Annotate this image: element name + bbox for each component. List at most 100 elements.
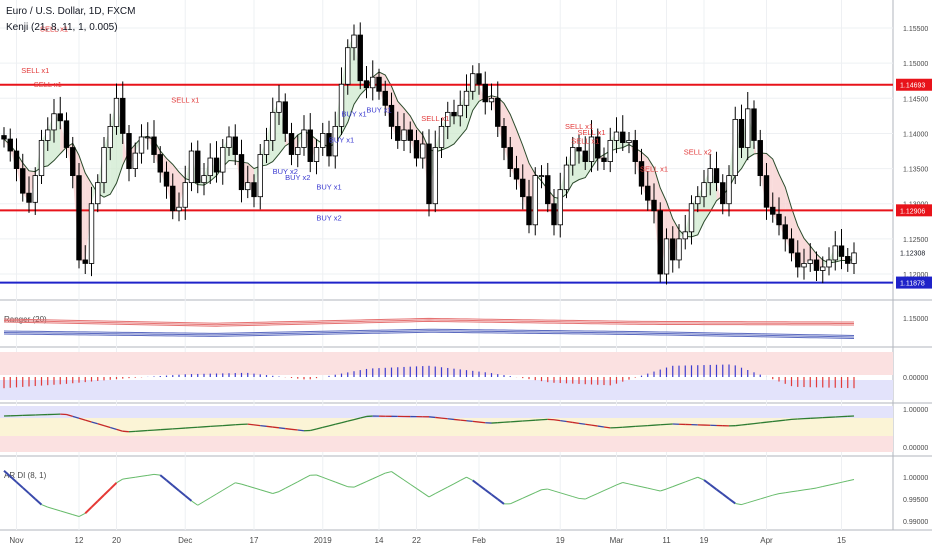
price-badge-label: 1.11878 <box>900 281 925 288</box>
cloud-segment <box>279 101 286 155</box>
ardi-line <box>616 482 623 486</box>
candle-body <box>851 252 857 264</box>
ardi-line <box>516 497 523 502</box>
ardi-line <box>578 497 586 500</box>
time-tick-label: 19 <box>556 536 565 545</box>
ardi-line <box>672 483 680 488</box>
tci-upper-zone <box>0 406 893 418</box>
ardi-line <box>422 492 430 498</box>
ardi-line <box>697 476 705 481</box>
tci-line <box>447 418 455 421</box>
cloud-segment <box>541 175 548 204</box>
candle-body <box>232 136 238 155</box>
price-tick-label: 1.14000 <box>903 131 928 138</box>
price-badge <box>896 78 932 91</box>
candle-body <box>338 83 345 127</box>
ardi-line <box>635 484 642 488</box>
candle-body <box>751 108 757 141</box>
candle-body <box>732 118 738 177</box>
ardi-line <box>510 500 517 505</box>
candle-body <box>32 175 38 203</box>
ardi-line <box>478 484 486 491</box>
ardi-line <box>28 492 36 500</box>
time-tick-label: Dec <box>178 536 192 545</box>
tci-line <box>478 421 486 424</box>
ardi-line <box>165 479 174 487</box>
ardi-line <box>460 476 467 481</box>
candle-body <box>838 245 845 257</box>
price-badge-label: 1.12906 <box>900 208 925 215</box>
ardi-line <box>335 481 342 485</box>
ardi-line <box>3 470 11 478</box>
candle-body <box>307 129 313 162</box>
candle-body <box>576 147 582 152</box>
tci-line <box>353 417 361 421</box>
tci-line <box>472 420 480 423</box>
tci-line <box>260 424 267 427</box>
ardi-line <box>366 478 373 483</box>
ardi-line <box>84 506 93 515</box>
candle-body <box>526 196 532 226</box>
candle-body <box>407 129 413 141</box>
cloud-segment <box>4 139 11 152</box>
ardi-line <box>178 489 186 497</box>
ardi-line <box>522 494 530 499</box>
candle-body <box>413 140 420 159</box>
candle-body <box>595 136 601 159</box>
tci-line <box>603 426 611 429</box>
ardi-line <box>285 484 292 489</box>
sell-signal: SELL x1 <box>40 25 68 34</box>
candle-body <box>370 76 376 89</box>
candle-body <box>826 259 832 268</box>
ardi-line <box>709 483 718 491</box>
tci-line <box>297 429 305 432</box>
candle-body <box>745 108 751 148</box>
candle-body <box>695 196 701 205</box>
tci-line <box>753 422 761 425</box>
candle-body <box>70 147 76 177</box>
msi-upper-zone <box>0 352 893 375</box>
tci-line <box>316 426 323 430</box>
candle-body <box>476 73 482 85</box>
ardi-line <box>447 483 455 488</box>
tci-line <box>553 419 561 422</box>
ardi-line <box>490 493 499 501</box>
tci-line <box>453 418 461 421</box>
ardi-line <box>47 506 55 510</box>
price-badge-label: 1.14693 <box>900 83 925 90</box>
ardi-line <box>15 481 24 489</box>
ardi-line <box>41 504 48 508</box>
ardi-line <box>260 489 267 493</box>
candle-body <box>51 113 57 131</box>
candle-body <box>738 118 745 148</box>
ardi-line <box>585 495 592 500</box>
ardi-line <box>172 484 180 492</box>
tci-line <box>778 419 786 422</box>
ardi-line <box>197 501 205 506</box>
price-badge <box>896 204 932 217</box>
tci-line <box>560 419 567 423</box>
ardi-line <box>184 494 193 502</box>
tci-line <box>116 428 123 432</box>
time-tick-label: 20 <box>112 536 121 545</box>
ardi-line <box>291 481 298 486</box>
ardi-line <box>760 496 767 500</box>
tci-line <box>341 420 348 424</box>
time-tick-label: 19 <box>700 536 709 545</box>
time-tick-label: 2019 <box>314 536 332 545</box>
candle-body <box>332 126 338 157</box>
tci-line <box>72 415 80 419</box>
candle-body <box>563 164 570 191</box>
ardi-line <box>610 484 617 489</box>
candle-body <box>301 129 307 148</box>
candlesticks <box>1 22 857 285</box>
time-tick-label: 11 <box>662 536 671 545</box>
candle-body <box>63 120 70 148</box>
ardi-line <box>453 480 461 485</box>
ardi-line <box>266 491 273 494</box>
candle-body <box>120 97 126 134</box>
candle-body <box>207 157 213 177</box>
chart-title: Euro / U.S. Dollar, 1D, FXCM <box>6 6 135 17</box>
ardi-line <box>666 486 673 490</box>
time-tick-label: 12 <box>75 536 84 545</box>
